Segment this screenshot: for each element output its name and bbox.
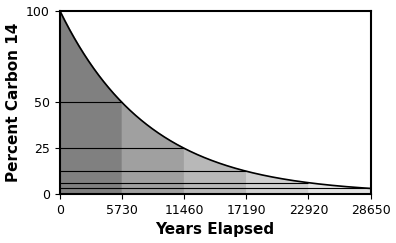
X-axis label: Years Elapsed: Years Elapsed <box>156 222 275 237</box>
Y-axis label: Percent Carbon 14: Percent Carbon 14 <box>6 23 21 182</box>
